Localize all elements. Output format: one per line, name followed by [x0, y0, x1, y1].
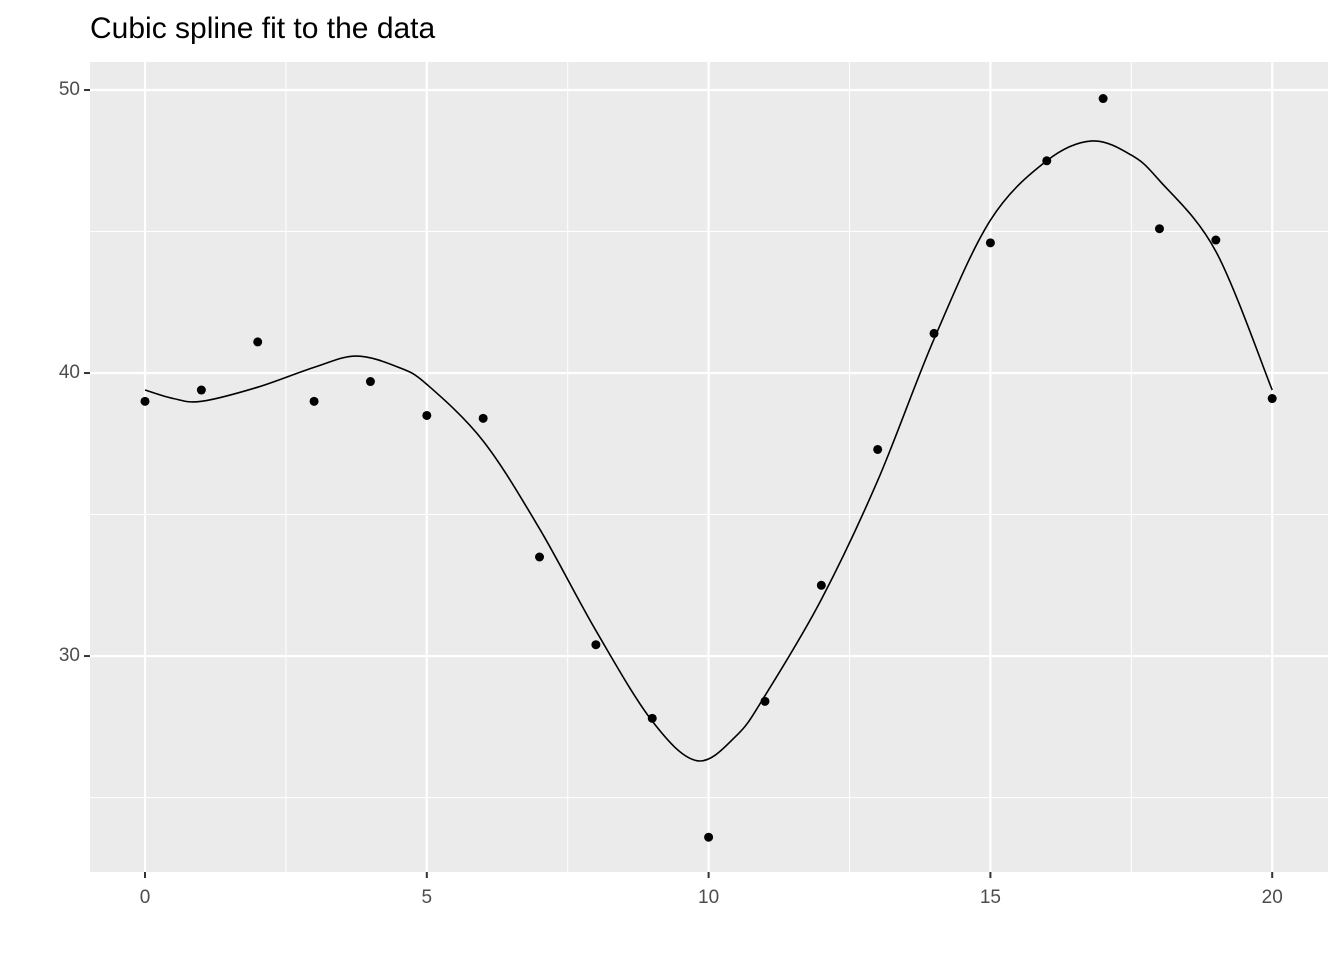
point: [140, 396, 150, 406]
point: [929, 328, 939, 338]
x-tick-label: 15: [980, 887, 1001, 908]
chart-title: Cubic spline fit to the data: [90, 12, 436, 45]
point: [1267, 394, 1277, 404]
point: [816, 580, 826, 590]
x-tick-label: 10: [698, 887, 719, 908]
x-tick-label: 20: [1262, 887, 1283, 908]
point: [760, 696, 770, 706]
point: [309, 396, 319, 406]
point: [422, 410, 432, 420]
point: [1098, 94, 1108, 104]
point: [704, 832, 714, 842]
point: [647, 713, 657, 723]
point: [1154, 224, 1164, 234]
point: [196, 385, 206, 395]
point: [873, 444, 883, 454]
point: [591, 640, 601, 650]
y-tick-label: 30: [59, 645, 80, 666]
point: [1042, 156, 1052, 166]
x-tick-label: 0: [140, 887, 151, 908]
y-tick-label: 50: [59, 79, 80, 100]
point: [985, 238, 995, 248]
point: [365, 377, 375, 387]
point: [1211, 235, 1221, 245]
y-tick-label: 40: [59, 362, 80, 383]
fit-line: [144, 140, 1273, 762]
point: [535, 552, 545, 562]
x-tick-label: 5: [422, 887, 433, 908]
point: [253, 337, 263, 347]
point: [478, 413, 488, 423]
